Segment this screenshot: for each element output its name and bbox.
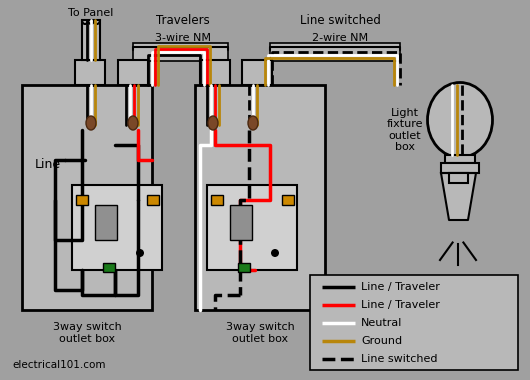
Text: Neutral: Neutral xyxy=(361,318,402,328)
Bar xyxy=(238,263,250,272)
Bar xyxy=(76,195,88,205)
Bar xyxy=(207,185,297,270)
Bar xyxy=(103,263,115,272)
Text: Line: Line xyxy=(35,158,61,171)
Text: 2-wire NM: 2-wire NM xyxy=(312,33,368,43)
Ellipse shape xyxy=(208,116,218,130)
Bar xyxy=(441,163,479,173)
Text: Line / Traveler: Line / Traveler xyxy=(361,300,440,310)
Bar xyxy=(445,155,475,163)
Bar xyxy=(282,195,294,205)
Text: Light
fixture
outlet
box: Light fixture outlet box xyxy=(387,108,423,152)
Bar xyxy=(230,205,252,240)
Bar xyxy=(133,43,228,61)
Bar xyxy=(95,205,117,240)
Bar xyxy=(118,60,148,85)
Text: Line / Traveler: Line / Traveler xyxy=(361,282,440,292)
Text: 3-wire NM: 3-wire NM xyxy=(155,33,211,43)
Bar xyxy=(242,60,272,85)
Text: 3way switch
outlet box: 3way switch outlet box xyxy=(226,322,294,344)
Text: Line switched: Line switched xyxy=(361,354,437,364)
Bar xyxy=(310,275,518,370)
Polygon shape xyxy=(441,173,476,220)
Bar xyxy=(82,20,100,60)
Ellipse shape xyxy=(86,116,96,130)
Text: electrical101.com: electrical101.com xyxy=(12,360,105,370)
Ellipse shape xyxy=(136,249,144,257)
Text: Ground: Ground xyxy=(361,336,402,346)
Bar xyxy=(72,185,162,270)
Bar xyxy=(75,60,105,85)
Ellipse shape xyxy=(248,116,258,130)
Ellipse shape xyxy=(271,249,279,257)
Bar xyxy=(211,195,223,205)
Text: Travelers: Travelers xyxy=(156,14,210,27)
Bar xyxy=(22,85,152,310)
Bar xyxy=(147,195,159,205)
Bar xyxy=(270,43,400,61)
Bar xyxy=(200,60,230,85)
Ellipse shape xyxy=(428,82,492,157)
Text: 3way switch
outlet box: 3way switch outlet box xyxy=(52,322,121,344)
Text: To Panel: To Panel xyxy=(68,8,114,18)
Bar xyxy=(195,85,325,310)
Ellipse shape xyxy=(128,116,138,130)
Bar xyxy=(449,173,468,183)
Text: Line switched: Line switched xyxy=(299,14,381,27)
